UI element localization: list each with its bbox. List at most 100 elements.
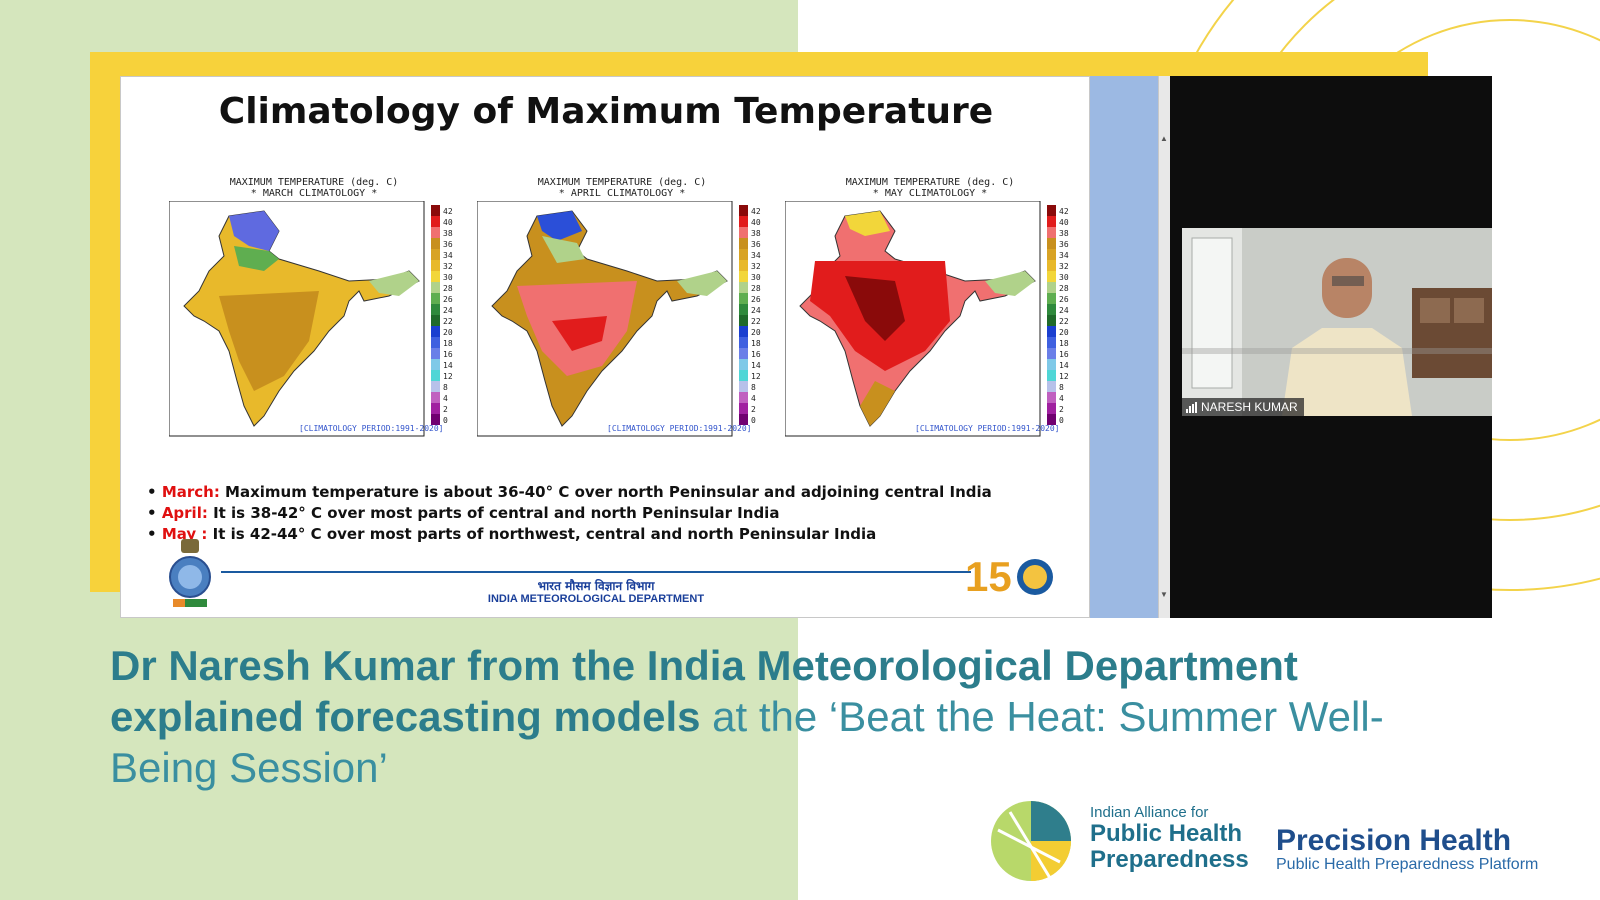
alliance-logo-icon [991,801,1071,881]
scale-swatch [431,392,440,403]
scale-label: 30 [1059,273,1069,282]
scale-swatch [1047,271,1056,282]
scale-label: 12 [751,372,761,381]
climatology-period-label: [CLIMATOLOGY PERIOD:1991-2020] [915,424,1060,433]
map-panel-march: MAXIMUM TEMPERATURE (deg. C) * MARCH CLI… [169,177,459,477]
scale-swatch [1047,414,1056,425]
scale-swatch [739,260,748,271]
scale-label: 4 [1059,394,1064,403]
scale-swatch [739,392,748,403]
slide-title: Climatology of Maximum Temperature [218,91,994,132]
map-subheading: * MAY CLIMATOLOGY * [872,188,988,199]
scale-label: 22 [443,317,453,326]
scale-swatch [1047,260,1056,271]
map-panel-may: MAXIMUM TEMPERATURE (deg. C) * MAY CLIMA… [785,177,1075,477]
scale-label: 26 [751,295,761,304]
scale-label: 20 [751,328,761,337]
precision-health-title: Precision Health [1276,824,1512,857]
footer-divider [221,571,971,573]
scale-label: 30 [751,273,761,282]
scale-label: 2 [1059,405,1064,414]
scale-swatch [739,293,748,304]
signal-strength-icon [1186,401,1197,413]
scale-swatch [739,370,748,381]
scale-label: 36 [1059,240,1069,249]
map-panel-april: MAXIMUM TEMPERATURE (deg. C) * APRIL CLI… [477,177,767,477]
imd-emblem-icon [169,539,211,607]
scale-label: 26 [1059,295,1069,304]
map-heading: MAXIMUM TEMPERATURE (deg. C) [845,177,1015,188]
caption-text: Dr Naresh Kumar from the India Meteorolo… [110,640,1490,793]
scale-swatch [739,271,748,282]
scale-swatch [739,216,748,227]
scale-swatch [431,271,440,282]
shared-slide: Climatology of Maximum Temperature MAXIM… [120,76,1090,618]
scale-swatch [1047,326,1056,337]
map-may: [CLIMATOLOGY PERIOD:1991-2020] 424038363… [785,201,1069,437]
scale-label: 38 [751,229,761,238]
scale-label: 42 [751,207,761,216]
scale-label: 38 [443,229,453,238]
scale-label: 18 [443,339,453,348]
scale-label: 4 [751,394,756,403]
scale-label: 32 [1059,262,1069,271]
scale-label: 28 [751,284,761,293]
map-march: [CLIMATOLOGY PERIOD:1991-2020] 424038363… [169,201,453,437]
scale-label: 22 [1059,317,1069,326]
scale-label: 30 [443,273,453,282]
scale-swatch [1047,403,1056,414]
scale-swatch [1047,370,1056,381]
alliance-title-line1: Public Health [1090,820,1243,847]
scale-swatch [739,227,748,238]
scale-label: 14 [443,361,453,370]
scale-label: 8 [1059,383,1064,392]
scale-label: 26 [443,295,453,304]
scale-label: 16 [751,350,761,359]
alliance-logo-text: Indian Alliance for Public Health Prepar… [1090,804,1249,873]
scale-swatch [739,337,748,348]
scroll-down-icon[interactable]: ▼ [1160,590,1168,599]
scale-label: 38 [1059,229,1069,238]
scroll-up-icon[interactable]: ▲ [1160,134,1168,143]
scale-swatch [431,205,440,216]
scale-swatch [431,249,440,260]
scale-swatch [739,348,748,359]
participant-video[interactable] [1182,228,1492,416]
alliance-subtitle: Indian Alliance for [1090,804,1209,821]
scale-label: 18 [1059,339,1069,348]
scale-swatch [431,227,440,238]
caption-light: at the ‘Beat the Heat: Summer Well-Being… [110,693,1384,791]
map-subheading: * MARCH CLIMATOLOGY * [250,188,378,199]
alliance-title-line2: Preparedness [1090,846,1249,873]
precision-health-subtitle: Public Health Preparedness Platform [1276,856,1539,873]
scale-label: 32 [751,262,761,271]
precision-health-logo: Precision Health Public Health Preparedn… [1276,826,1538,874]
scale-swatch [739,414,748,425]
scale-swatch [431,216,440,227]
scale-label: 34 [751,251,761,260]
scale-label: 40 [1059,218,1069,227]
scale-label: 42 [443,207,453,216]
scale-label: 16 [1059,350,1069,359]
scale-swatch [431,293,440,304]
scale-swatch [739,381,748,392]
scale-label: 8 [751,383,756,392]
participant-name-tag: NARESH KUMAR [1182,398,1304,416]
scale-label: 28 [1059,284,1069,293]
scale-label: 32 [443,262,453,271]
scale-swatch [1047,216,1056,227]
scale-swatch [1047,238,1056,249]
bullet-march: March: Maximum temperature is about 36-4… [147,482,992,503]
scale-swatch [739,238,748,249]
scale-label: 28 [443,284,453,293]
scale-swatch [431,348,440,359]
slide-scrollbar[interactable] [1158,76,1170,618]
scale-swatch [1047,293,1056,304]
scale-swatch [431,337,440,348]
bullet-april: April: It is 38-42° C over most parts of… [147,503,992,524]
scale-label: 24 [1059,306,1069,315]
scale-swatch [1047,205,1056,216]
footer-hindi-text: भारत मौसम विज्ञान विभाग [537,579,655,593]
scale-swatch [431,381,440,392]
climatology-period-label: [CLIMATOLOGY PERIOD:1991-2020] [607,424,752,433]
